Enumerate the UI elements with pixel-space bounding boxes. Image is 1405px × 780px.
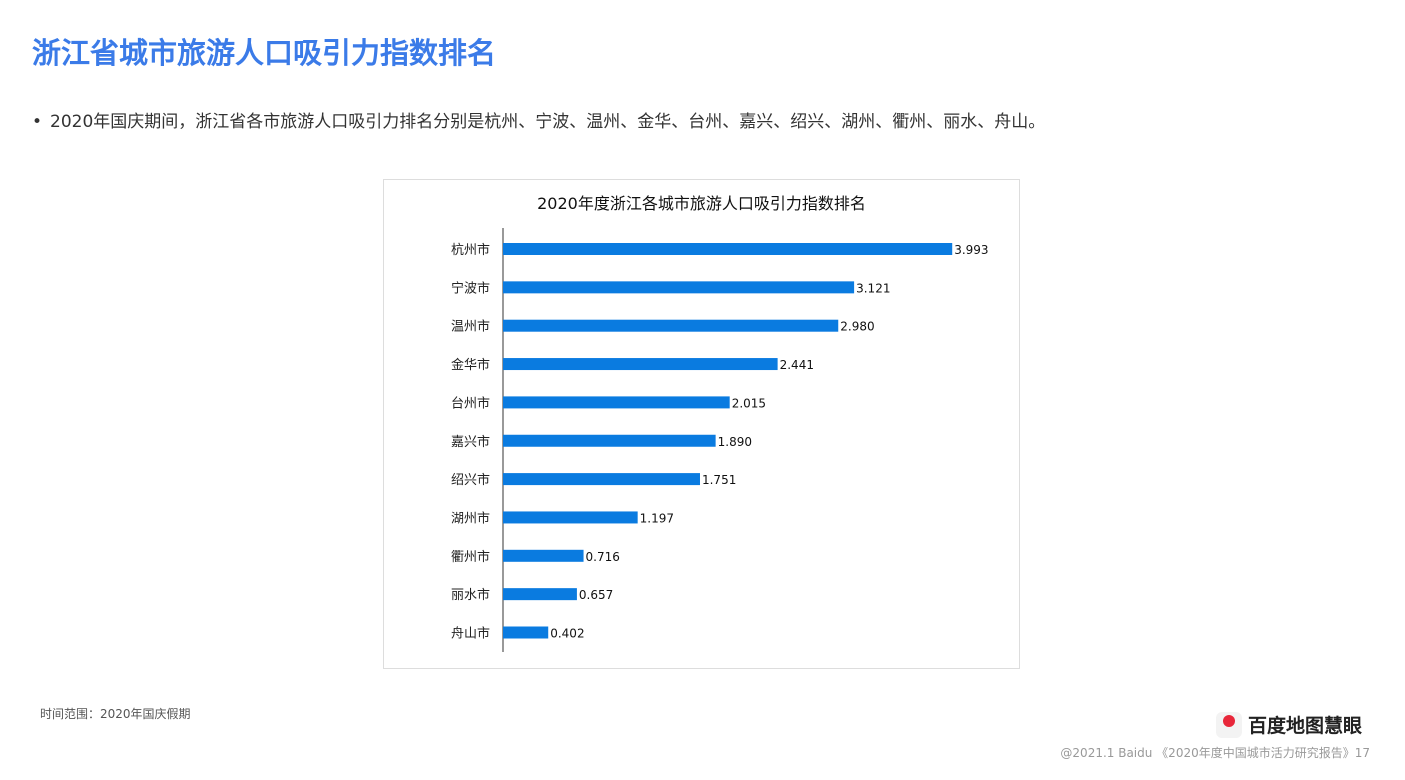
data-label: 3.121 [856,281,890,295]
page-title: 浙江省城市旅游人口吸引力指数排名 [32,36,497,70]
data-label: 0.716 [586,550,620,564]
category-label: 衢州市 [451,549,490,565]
chart: 2020年度浙江各城市旅游人口吸引力指数排名 杭州市 3.993 宁波市 3.121 温… [383,179,1020,669]
category-label: 湖州市 [451,510,490,526]
footer: @2021.1 Baidu 《2020年度中国城市活力研究报告》17 [1060,746,1370,760]
bar [503,626,549,639]
time-range-note: 时间范围：2020年国庆假期 [40,707,191,721]
category-label: 舟山市 [451,626,490,642]
bar [503,434,716,447]
logo-text: 百度地图慧眼 [1248,715,1363,737]
category-label: 杭州市 [451,242,490,258]
bar [503,549,584,562]
bar [503,243,953,255]
category-label: 温州市 [451,319,490,335]
category-label: 宁波市 [451,280,490,296]
data-label: 2.980 [840,320,874,334]
chart-title: 2020年度浙江各城市旅游人口吸引力指数排名 [537,194,866,213]
bar [503,473,700,486]
data-label: 3.993 [954,243,988,257]
bar [503,511,638,524]
map-pin-icon [1216,711,1242,738]
data-label: 1.197 [640,511,674,525]
data-label: 0.657 [579,588,613,602]
bar [503,319,839,332]
data-label: 1.751 [702,473,736,487]
chart-svg: 杭州市 3.993 宁波市 3.121 温州市 2.980 金华市 2.441 台州市 2.015… [451,228,989,652]
data-label: 2.441 [780,358,814,372]
brand-logo: 百度地图慧眼 [1216,711,1362,738]
category-label: 丽水市 [451,587,490,603]
bar [503,358,778,371]
category-label: 金华市 [451,357,490,373]
data-label: 0.402 [550,627,584,641]
bar [503,281,855,294]
category-label: 台州市 [451,395,490,411]
summary-text: 2020年国庆期间，浙江省各市旅游人口吸引力排名分别是杭州、宁波、温州、金华、台… [32,107,1045,132]
category-label: 嘉兴市 [451,434,490,450]
data-label: 2.015 [732,396,766,410]
category-label: 绍兴市 [451,472,490,488]
bar [503,396,730,409]
data-label: 1.890 [718,435,752,449]
bar [503,588,577,601]
